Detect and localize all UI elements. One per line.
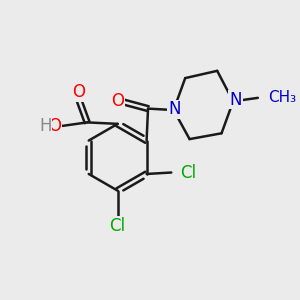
Text: N: N xyxy=(229,91,242,109)
Text: CH₃: CH₃ xyxy=(268,90,296,105)
Text: H: H xyxy=(39,117,51,135)
Text: O: O xyxy=(48,117,61,135)
Text: N: N xyxy=(168,100,180,118)
Text: Cl: Cl xyxy=(180,164,196,181)
Text: Cl: Cl xyxy=(110,217,126,235)
Text: O: O xyxy=(72,83,85,101)
Text: O: O xyxy=(111,92,124,110)
